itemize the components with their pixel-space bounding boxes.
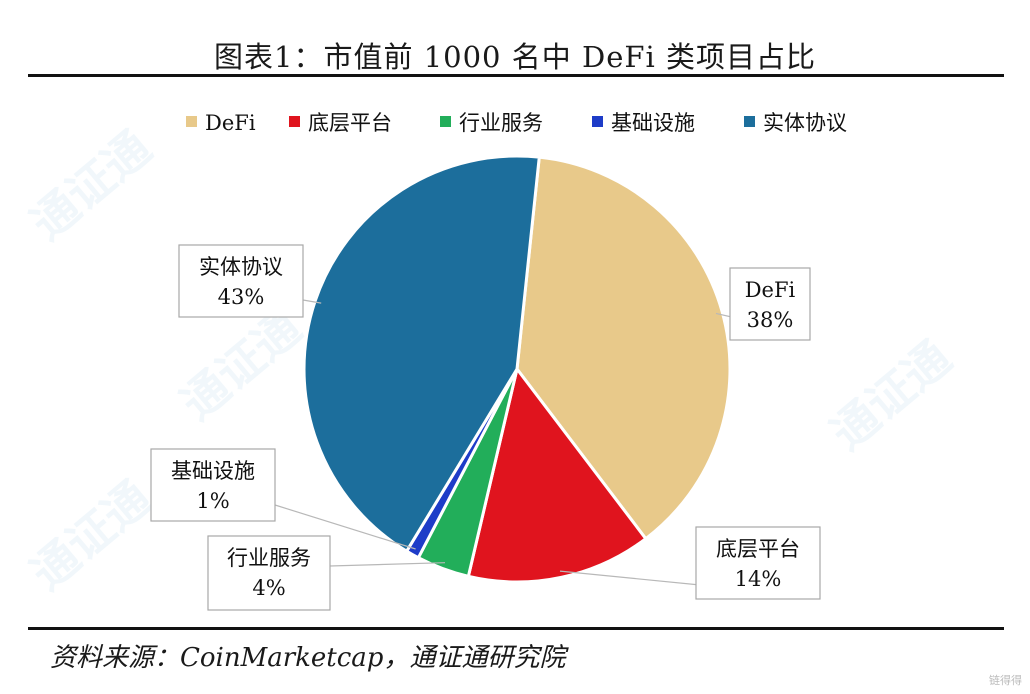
corner-logo: 链得得	[989, 674, 1022, 687]
callout-box	[178, 244, 304, 318]
pie-slice-1	[466, 365, 648, 584]
callout-value: 43%	[218, 285, 265, 309]
callout-leader	[274, 504, 416, 550]
callout-leader	[302, 299, 322, 304]
callout-label: 行业服务	[227, 546, 311, 570]
callout-label: 底层平台	[716, 537, 800, 561]
legend-label: 行业服务	[459, 111, 543, 135]
top-rule	[28, 74, 1004, 77]
callout-label: 基础设施	[171, 459, 255, 483]
source-note: 资料来源：CoinMarketcap，通证通研究院	[50, 643, 566, 673]
bottom-rule	[28, 627, 1004, 630]
callout-label: 实体协议	[199, 255, 283, 279]
callout-value: 38%	[747, 308, 794, 332]
legend-swatch	[592, 116, 603, 127]
callout-value: 1%	[196, 489, 229, 513]
callout-leader	[559, 570, 701, 586]
legend-label: 底层平台	[308, 111, 392, 135]
legend-label: DeFi	[205, 111, 256, 135]
callout-box	[150, 448, 276, 522]
legend-swatch	[186, 116, 197, 127]
callout-label: DeFi	[745, 278, 796, 302]
callout-box	[207, 535, 331, 611]
callout-value: 14%	[735, 567, 782, 591]
chart-title: 图表1：市值前 1000 名中 DeFi 类项目占比	[214, 40, 816, 74]
callout-box	[695, 526, 821, 600]
callout-box	[729, 267, 811, 341]
callouts: DeFi 38% 底层平台 14% 行业服务 4% 基础设施 1% 实体协议 43%	[150, 244, 821, 611]
legend-swatch	[440, 116, 451, 127]
legend-swatch	[289, 116, 300, 127]
legend-label: 实体协议	[763, 111, 847, 135]
pie-slice-4	[302, 154, 541, 554]
pie-slice-0	[515, 155, 732, 541]
legend: DeFi 底层平台 行业服务 基础设施 实体协议	[186, 111, 847, 135]
legend-label: 基础设施	[611, 111, 695, 135]
callout-value: 4%	[252, 576, 285, 600]
pie-slices	[302, 154, 732, 584]
callout-leader	[329, 562, 446, 567]
legend-swatch	[744, 116, 755, 127]
